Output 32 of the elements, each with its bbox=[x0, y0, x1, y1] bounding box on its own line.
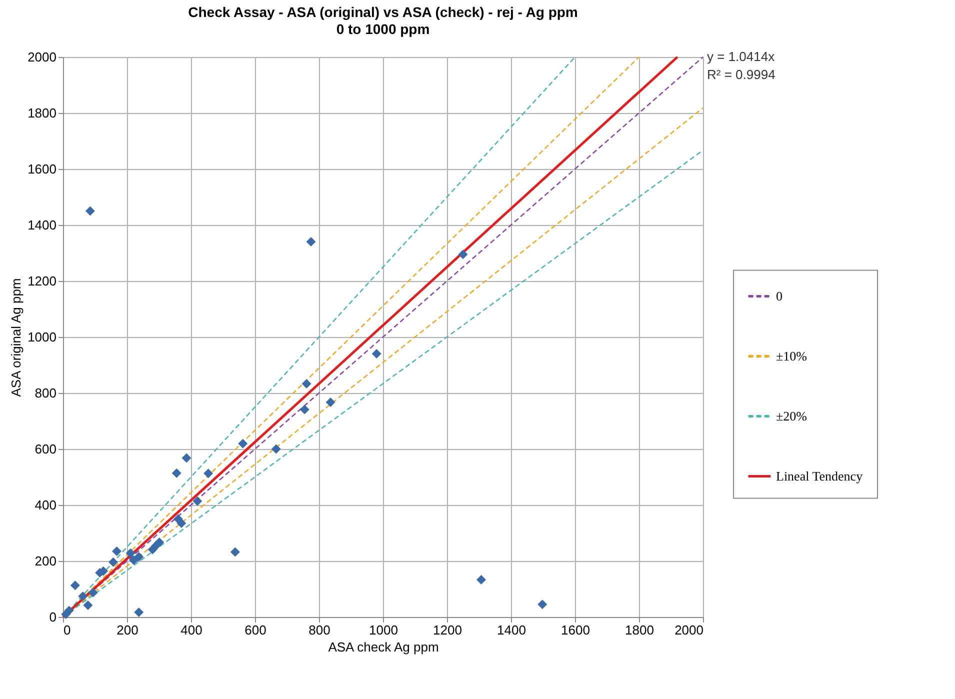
x-tick-label: 600 bbox=[244, 622, 266, 638]
legend-label: 0 bbox=[776, 288, 782, 304]
legend-label: Lineal Tendency bbox=[776, 468, 864, 484]
x-tick-label: 1800 bbox=[625, 622, 654, 638]
x-tick-label: 0 bbox=[64, 622, 71, 638]
y-tick-label: 0 bbox=[49, 610, 56, 624]
chart-subtitle: 0 to 1000 ppm bbox=[336, 21, 430, 37]
y-tick-label: 200 bbox=[34, 554, 56, 568]
x-tick-label: 200 bbox=[116, 622, 138, 638]
legend-label: ±10% bbox=[776, 348, 808, 364]
x-tick-label: 1000 bbox=[369, 622, 398, 638]
x-tick-label: 1400 bbox=[497, 622, 526, 638]
text: R² = 0.9994 bbox=[707, 67, 776, 82]
y-tick-label: 2000 bbox=[28, 50, 56, 64]
y-tick-label: 1600 bbox=[28, 162, 56, 176]
chart-title: Check Assay - ASA (original) vs ASA (check) - rej - Ag ppm bbox=[188, 4, 578, 20]
y-tick-label: 400 bbox=[34, 498, 56, 512]
y-tick-label: 800 bbox=[34, 386, 56, 400]
y-axis-title: ASA original Ag ppm bbox=[8, 278, 24, 397]
y-tick-label: 1400 bbox=[28, 218, 56, 232]
text: y = 1.0414x bbox=[707, 49, 776, 64]
x-tick-label: 1200 bbox=[433, 622, 462, 638]
y-tick-label: 600 bbox=[34, 442, 56, 456]
legend-label: ±20% bbox=[776, 408, 808, 424]
x-axis-title: ASA check Ag ppm bbox=[328, 640, 439, 654]
x-tick-label: 400 bbox=[180, 622, 202, 638]
y-tick-label: 1200 bbox=[28, 274, 56, 288]
x-tick-label: 2000 bbox=[674, 622, 704, 638]
y-tick-label: 1000 bbox=[28, 330, 56, 344]
y-tick-label: 1800 bbox=[28, 106, 56, 120]
x-tick-label: 800 bbox=[308, 622, 330, 638]
x-tick-label: 1600 bbox=[561, 622, 590, 638]
